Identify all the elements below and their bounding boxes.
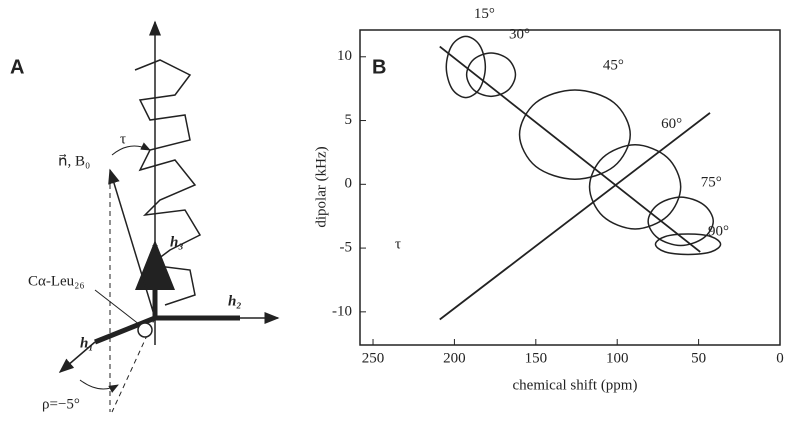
pisa-wheel <box>445 35 487 99</box>
residue-label: Cα-Leu₂₆ <box>28 273 85 289</box>
h1-axis <box>58 341 96 373</box>
y-axis-title: dipolar (kHz) <box>313 146 329 227</box>
b0-label: n⃗, B₀ <box>58 153 90 169</box>
x-tick-label: 200 <box>443 350 466 366</box>
axis-line <box>439 45 701 253</box>
wheel-label: 60° <box>661 116 682 132</box>
pisa-wheel <box>588 144 682 230</box>
y-tick-label: 5 <box>345 112 353 128</box>
panel-label: B <box>372 56 386 78</box>
wheel-label: 90° <box>708 223 729 239</box>
rho-arc <box>79 379 119 393</box>
wheel-label: 30° <box>509 26 530 42</box>
h1-label: h₁ <box>80 335 94 351</box>
pisa-wheel <box>465 52 517 98</box>
y-tick-label: -10 <box>332 303 352 319</box>
panel-a <box>58 20 280 413</box>
h1-vector <box>94 315 156 345</box>
y-tick-label: -5 <box>340 240 353 256</box>
h2-label: h₂ <box>228 293 242 309</box>
x-tick-label: 100 <box>606 350 629 366</box>
pisa-wheel <box>647 196 715 247</box>
tau-label: τ <box>120 131 126 147</box>
x-tick-label: 150 <box>525 350 548 366</box>
tau-arc <box>111 142 151 156</box>
h3-label: h₃ <box>170 234 184 250</box>
wheel-label: 45° <box>603 57 624 73</box>
pisa-wheel <box>518 89 631 180</box>
leader-line <box>94 289 141 326</box>
x-axis-title: chemical shift (ppm) <box>513 377 638 393</box>
pisa-wheel <box>654 233 722 256</box>
wheel-label: 15° <box>474 6 495 22</box>
x-tick-label: 250 <box>362 350 385 366</box>
x-tick-label: 0 <box>776 350 784 366</box>
y-tick-label: 0 <box>345 176 353 192</box>
wheel-label: 75° <box>701 175 722 191</box>
rho-label: ρ=−5° <box>42 396 80 412</box>
c-alpha-atom <box>137 322 153 338</box>
panel-label: A <box>10 56 24 78</box>
b0-vector <box>108 168 156 319</box>
y-tick-label: 10 <box>337 48 352 64</box>
axis-line <box>439 112 711 321</box>
plot-frame <box>359 29 781 346</box>
helix-backbone <box>134 59 202 306</box>
tau-symbol: τ <box>395 236 401 252</box>
x-tick-label: 50 <box>691 350 706 366</box>
